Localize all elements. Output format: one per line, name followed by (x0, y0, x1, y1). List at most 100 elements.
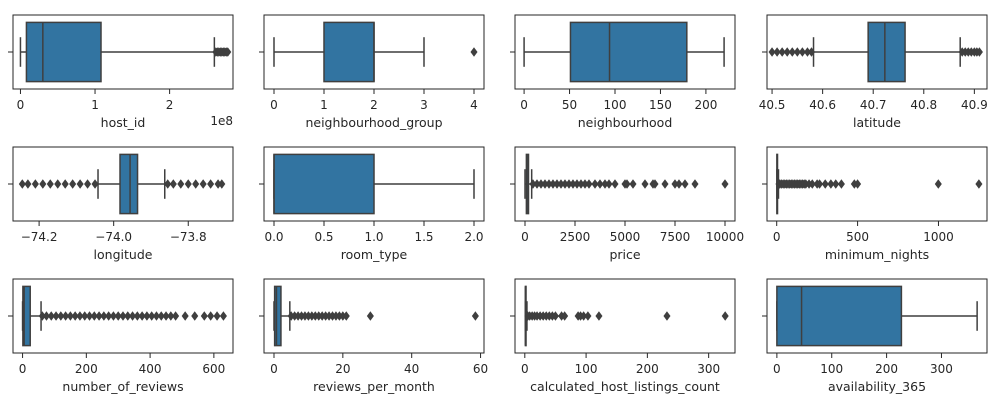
outlier-point (629, 179, 637, 189)
x-tick-label: −73.8 (170, 230, 207, 244)
x-tick-label: 1 (91, 98, 99, 112)
box (119, 153, 139, 215)
x-tick-label: 0 (19, 362, 27, 376)
outlier-point (585, 179, 593, 189)
outlier-point (721, 311, 729, 321)
outlier-point (42, 311, 51, 321)
outlier-point (721, 179, 729, 189)
outlier-point (661, 179, 669, 189)
outlier-point (177, 179, 185, 189)
outlier-point (84, 179, 92, 189)
outlier-point (138, 311, 146, 321)
x-tick-label: 3 (420, 98, 428, 112)
outlier-point (164, 179, 172, 189)
outlier-point (663, 311, 671, 321)
outlier-point (213, 311, 221, 321)
outlier-point (366, 311, 374, 321)
outlier-point (681, 179, 689, 189)
x-tick-label: 300 (930, 362, 953, 376)
axis-offset-label: 1e8 (210, 114, 233, 128)
x-tick-label: 2.0 (464, 230, 483, 244)
x-tick-label: 10000 (706, 230, 744, 244)
x-tick-label: 2 (370, 98, 378, 112)
x-axis-label: host_id (101, 115, 146, 130)
outlier-point (133, 311, 141, 321)
outlier-point (114, 311, 122, 321)
x-tick-label: 0 (521, 230, 529, 244)
box (273, 153, 375, 215)
x-tick-label: 0 (520, 98, 528, 112)
x-tick-label: −74.0 (95, 230, 132, 244)
x-tick-label: 4 (470, 98, 478, 112)
box (776, 285, 903, 347)
subplot-latitude: 40.5 40.6 40.7 40.8 40.9 latitude (759, 14, 988, 130)
outlier-point (778, 47, 786, 57)
outlier-point (975, 179, 983, 189)
x-axis-label: reviews_per_month (313, 379, 435, 394)
outlier-point (54, 179, 62, 189)
box (25, 21, 102, 83)
outlier-point (95, 311, 103, 321)
outlier-point (611, 179, 619, 189)
outlier-point (81, 311, 89, 321)
x-tick-label: 40.6 (809, 98, 836, 112)
outlier-point (807, 47, 816, 57)
x-tick-label: 150 (649, 98, 672, 112)
outlier-point (471, 311, 479, 321)
outlier-point (561, 311, 569, 321)
subplot-reviews_per_month: 0 20 40 60 reviews_per_month (259, 278, 488, 394)
x-tick-label: 0 (773, 362, 781, 376)
x-axis-label: number_of_reviews (62, 379, 183, 394)
outlier-point (199, 179, 207, 189)
subplot-neighbourhood: 0 50 100 150 200 neighbourhood (510, 14, 736, 130)
outlier-point (783, 47, 791, 57)
x-tick-label: 100 (820, 362, 843, 376)
outlier-point (832, 179, 840, 189)
outlier-point (470, 47, 478, 57)
x-tick-label: 2 (166, 98, 174, 112)
x-tick-label: 600 (202, 362, 225, 376)
outlier-point (975, 47, 983, 57)
outlier-point (837, 179, 845, 189)
x-tick-label: 40.7 (860, 98, 887, 112)
outlier-point (148, 311, 156, 321)
outlier-point (181, 311, 189, 321)
x-tick-label: 200 (75, 362, 98, 376)
outlier-point (85, 311, 94, 321)
outlier-point (808, 179, 816, 189)
outlier-point (61, 179, 69, 189)
x-tick-label: 40.9 (961, 98, 988, 112)
x-tick-label: 5000 (610, 230, 641, 244)
x-tick-label: 2500 (560, 230, 591, 244)
outlier-point (192, 179, 200, 189)
x-tick-label: 40.8 (910, 98, 937, 112)
outlier-point (551, 311, 559, 321)
outlier-point (191, 311, 199, 321)
subplot-room_type: 0.0 0.5 1.0 1.5 2.0 room_type (259, 146, 485, 262)
outlier-point (768, 47, 776, 57)
outlier-point (39, 179, 47, 189)
outlier-point (207, 311, 215, 321)
x-tick-label: 7500 (660, 230, 691, 244)
subplot-longitude: −74.2 −74.0 −73.8 longitude (8, 146, 234, 262)
outlier-point (218, 179, 226, 189)
x-axis-label: latitude (853, 115, 901, 130)
x-axis-label: neighbourhood_group (305, 115, 442, 130)
x-tick-label: 400 (139, 362, 162, 376)
outlier-point (69, 179, 77, 189)
x-axis-label: availability_365 (828, 379, 926, 394)
outlier-point (595, 311, 603, 321)
x-tick-label: 0.0 (264, 230, 283, 244)
x-axis-label: neighbourhood (578, 115, 673, 130)
x-tick-label: 60 (473, 362, 488, 376)
outlier-point (773, 47, 781, 57)
outlier-point (591, 179, 599, 189)
outlier-point (76, 179, 84, 189)
x-tick-label: 200 (636, 362, 659, 376)
x-tick-label: 40 (404, 362, 419, 376)
outlier-point (821, 179, 829, 189)
outlier-point (651, 179, 659, 189)
outlier-point (66, 311, 74, 321)
box (22, 285, 31, 347)
subplot-price: 0 2500 5000 7500 10000 price (510, 146, 744, 262)
